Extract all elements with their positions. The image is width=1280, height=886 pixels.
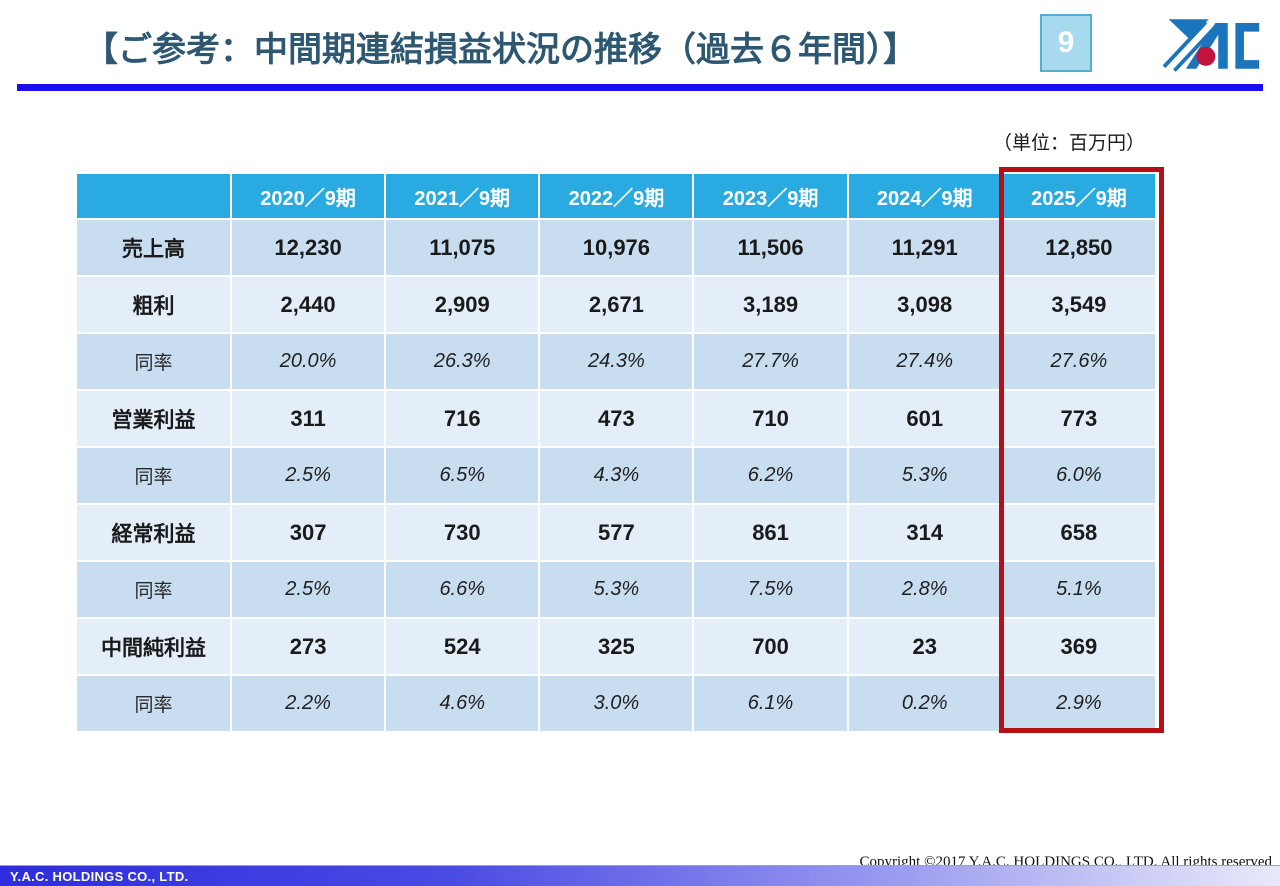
value-cell: 314	[846, 503, 1003, 562]
value-cell: 524	[384, 617, 541, 676]
financial-results-table: 2020／9期 2021／9期 2022／9期 2023／9期 2024／9期 …	[75, 172, 1158, 733]
value-cell: 5.1%	[1000, 560, 1158, 619]
value-cell: 5.3%	[846, 446, 1003, 505]
value-cell: 273	[229, 617, 387, 676]
table-row: 同率 2.5% 6.5% 4.3% 6.2% 5.3% 6.0%	[75, 446, 1158, 505]
table-row: 中間純利益 273 524 325 700 23 369	[75, 617, 1158, 676]
value-cell: 20.0%	[229, 332, 387, 391]
row-label: 経常利益	[75, 503, 232, 562]
table-row: 売上高 12,230 11,075 10,976 11,506 11,291 12,850	[75, 218, 1158, 277]
value-cell: 27.4%	[846, 332, 1003, 391]
value-cell: 473	[538, 389, 695, 448]
value-cell: 6.0%	[1000, 446, 1158, 505]
value-cell: 3,549	[1000, 275, 1158, 334]
value-cell: 2,671	[538, 275, 695, 334]
table-row: 同率 20.0% 26.3% 24.3% 27.7% 27.4% 27.6%	[75, 332, 1158, 391]
corner-cell	[75, 172, 232, 220]
value-cell: 2.5%	[229, 446, 387, 505]
row-label: 中間純利益	[75, 617, 232, 676]
value-cell: 325	[538, 617, 695, 676]
value-cell: 3,189	[692, 275, 849, 334]
value-cell: 710	[692, 389, 849, 448]
col-header-2024: 2024／9期	[846, 172, 1003, 220]
value-cell: 2.9%	[1000, 674, 1158, 733]
yac-logo-icon	[1163, 19, 1260, 72]
value-cell: 311	[229, 389, 387, 448]
value-cell: 2.2%	[229, 674, 387, 733]
value-cell: 0.2%	[846, 674, 1003, 733]
value-cell: 861	[692, 503, 849, 562]
footer-bar: Y.A.C. HOLDINGS CO., LTD.	[0, 865, 1280, 886]
value-cell: 6.5%	[384, 446, 541, 505]
row-label: 粗利	[75, 275, 232, 334]
table-row: 同率 2.5% 6.6% 5.3% 7.5% 2.8% 5.1%	[75, 560, 1158, 619]
value-cell: 2,909	[384, 275, 541, 334]
col-header-2022: 2022／9期	[538, 172, 695, 220]
value-cell: 700	[692, 617, 849, 676]
value-cell: 601	[846, 389, 1003, 448]
value-cell: 27.7%	[692, 332, 849, 391]
row-label: 同率	[75, 332, 232, 391]
value-cell: 577	[538, 503, 695, 562]
table-row: 経常利益 307 730 577 861 314 658	[75, 503, 1158, 562]
row-label: 同率	[75, 674, 232, 733]
value-cell: 2.5%	[229, 560, 387, 619]
value-cell: 24.3%	[538, 332, 695, 391]
value-cell: 10,976	[538, 218, 695, 277]
table-row: 営業利益 311 716 473 710 601 773	[75, 389, 1158, 448]
value-cell: 4.3%	[538, 446, 695, 505]
value-cell: 2.8%	[846, 560, 1003, 619]
value-cell: 3.0%	[538, 674, 695, 733]
value-cell: 730	[384, 503, 541, 562]
value-cell: 7.5%	[692, 560, 849, 619]
value-cell: 11,291	[846, 218, 1003, 277]
value-cell: 11,506	[692, 218, 849, 277]
col-header-2020: 2020／9期	[229, 172, 387, 220]
value-cell: 23	[846, 617, 1003, 676]
value-cell: 2,440	[229, 275, 387, 334]
value-cell: 26.3%	[384, 332, 541, 391]
page-number-badge: 9	[1040, 14, 1092, 72]
value-cell: 6.2%	[692, 446, 849, 505]
value-cell: 369	[1000, 617, 1158, 676]
table-header-row: 2020／9期 2021／9期 2022／9期 2023／9期 2024／9期 …	[75, 172, 1158, 220]
value-cell: 5.3%	[538, 560, 695, 619]
table-row: 粗利 2,440 2,909 2,671 3,189 3,098 3,549	[75, 275, 1158, 334]
value-cell: 27.6%	[1000, 332, 1158, 391]
title-divider	[17, 84, 1263, 91]
value-cell: 3,098	[846, 275, 1003, 334]
value-cell: 12,230	[229, 218, 387, 277]
row-label: 営業利益	[75, 389, 232, 448]
row-label: 同率	[75, 560, 232, 619]
row-label: 売上高	[75, 218, 232, 277]
value-cell: 307	[229, 503, 387, 562]
value-cell: 773	[1000, 389, 1158, 448]
col-header-2025: 2025／9期	[1000, 172, 1158, 220]
value-cell: 6.1%	[692, 674, 849, 733]
value-cell: 11,075	[384, 218, 541, 277]
value-cell: 716	[384, 389, 541, 448]
value-cell: 6.6%	[384, 560, 541, 619]
page-title: 【ご参考：中間期連結損益状況の推移（過去６年間）】	[84, 31, 917, 69]
value-cell: 12,850	[1000, 218, 1158, 277]
footer-company-name: Y.A.C. HOLDINGS CO., LTD.	[10, 868, 189, 884]
row-label: 同率	[75, 446, 232, 505]
col-header-2021: 2021／9期	[384, 172, 541, 220]
value-cell: 4.6%	[384, 674, 541, 733]
unit-label: （単位：百万円）	[992, 133, 1145, 154]
value-cell: 658	[1000, 503, 1158, 562]
col-header-2023: 2023／9期	[692, 172, 849, 220]
table-row: 同率 2.2% 4.6% 3.0% 6.1% 0.2% 2.9%	[75, 674, 1158, 733]
